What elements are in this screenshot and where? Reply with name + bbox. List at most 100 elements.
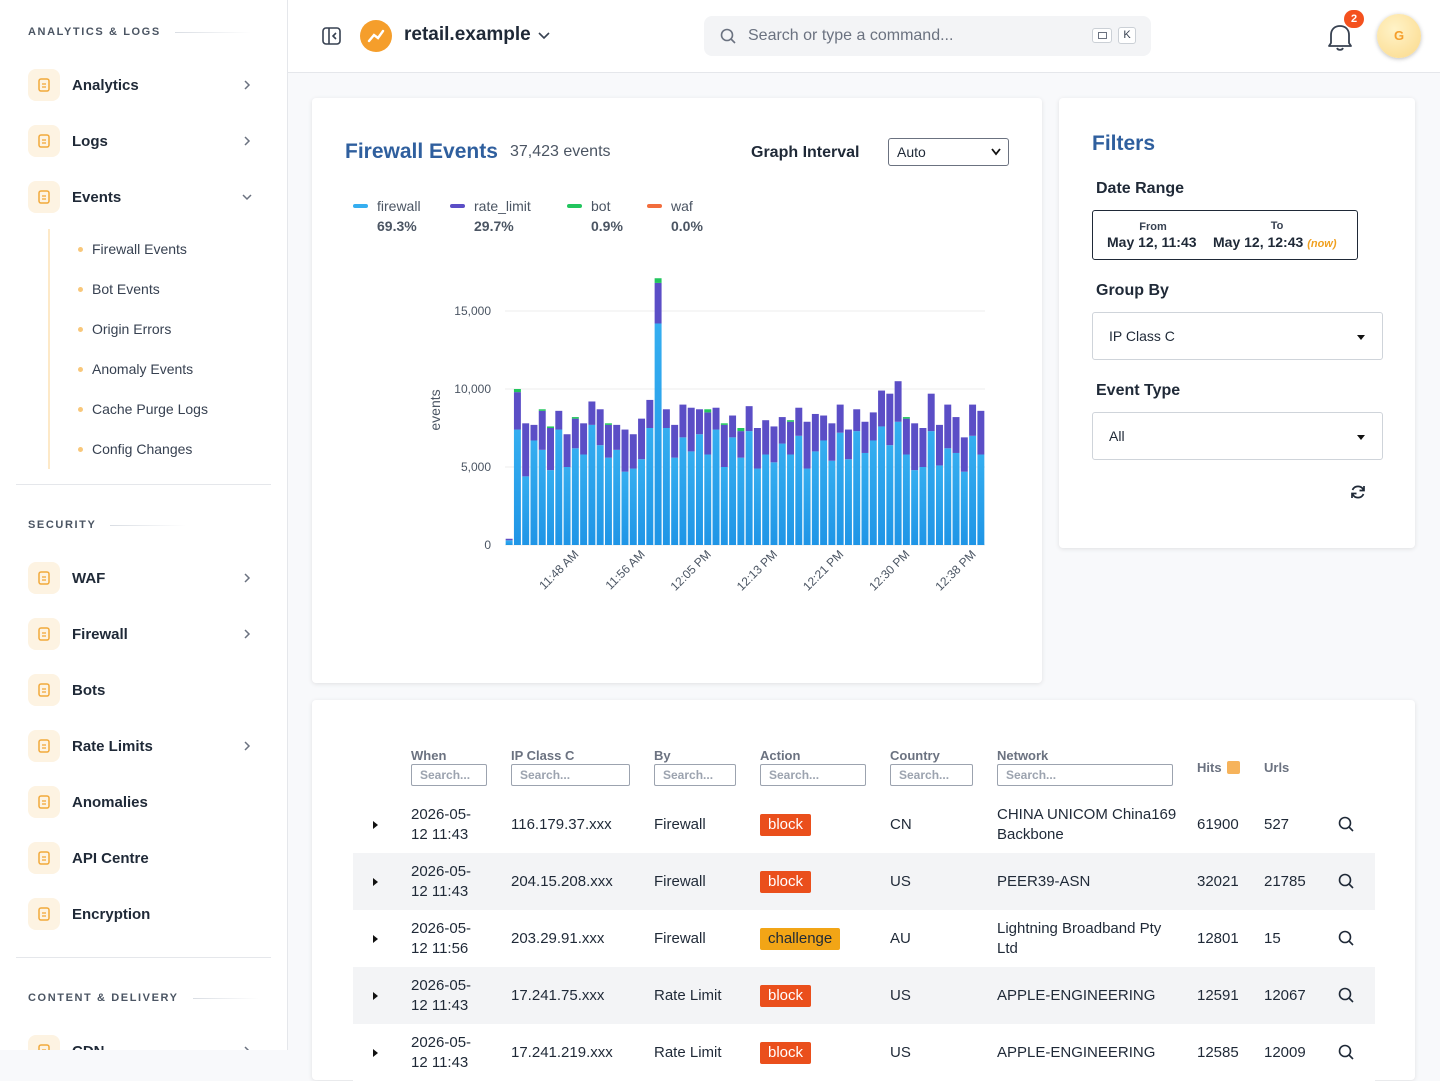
- event-type-label: Event Type: [1096, 382, 1181, 399]
- bar-segment: [762, 454, 770, 545]
- menu-label: Rate Limits: [72, 737, 153, 755]
- menu-item[interactable]: Firewall: [16, 606, 271, 662]
- group-by-label: Group By: [1096, 282, 1169, 299]
- to-note: (now): [1307, 238, 1337, 250]
- app: ANALYTICS & LOGS Analytics Logs Events Firew…: [0, 0, 1440, 1050]
- bar-segment: [621, 429, 629, 472]
- user-avatar[interactable]: G: [1377, 14, 1421, 58]
- from-value: May 12, 11:43: [1107, 234, 1197, 250]
- menu-icon: [28, 181, 60, 213]
- firewall-events-card: Firewall Events 37,423 events Graph Inte…: [312, 98, 1042, 683]
- menu-icon: [28, 125, 60, 157]
- legend-swatch: [353, 204, 368, 208]
- bar-segment: [513, 429, 521, 545]
- bar-segment: [936, 424, 943, 466]
- bar-segment: [737, 457, 745, 545]
- bar-segment: [538, 410, 546, 450]
- submenu-item[interactable]: Config Changes: [50, 429, 271, 469]
- menu-label: WAF: [72, 569, 106, 587]
- menu-item[interactable]: Analytics: [16, 57, 271, 113]
- bar-segment: [977, 454, 985, 545]
- bar-segment: [902, 454, 910, 545]
- menu-item[interactable]: Rate Limits: [16, 718, 271, 774]
- menu-glyph: [38, 683, 50, 697]
- collapse-sidebar-button[interactable]: [322, 27, 342, 45]
- interval-select[interactable]: Auto: [888, 138, 1009, 166]
- bar-segment: [547, 470, 554, 545]
- menu-chevron: [244, 629, 251, 639]
- menu-item[interactable]: API Centre: [16, 830, 271, 886]
- bar-segment: [770, 426, 778, 463]
- bar-segment: [770, 462, 778, 545]
- menu-item[interactable]: CDN: [16, 1023, 271, 1050]
- filters-title: Filters: [1092, 132, 1156, 155]
- section-title: CONTENT & DELIVERY: [28, 990, 259, 1006]
- bar-segment: [522, 476, 530, 545]
- bar-segment: [902, 418, 910, 455]
- legend-swatch: [450, 204, 465, 208]
- command-search[interactable]: Search or type a command... K: [704, 16, 1151, 56]
- menu-item[interactable]: Logs: [16, 113, 271, 169]
- bar-segment: [811, 451, 819, 545]
- submenu-item[interactable]: Anomaly Events: [50, 349, 271, 389]
- glyph-shape: [38, 78, 50, 92]
- section-title: ANALYTICS & LOGS: [28, 24, 259, 40]
- x-tick-label: 12:30 PM: [866, 547, 912, 593]
- legend-name: bot: [591, 198, 611, 214]
- bar-segment: [944, 448, 952, 545]
- chevron-shape: [244, 573, 251, 583]
- glyph-shape: [38, 190, 50, 204]
- legend-swatch: [647, 204, 662, 208]
- menu-item[interactable]: Encryption: [16, 886, 271, 942]
- bar-segment: [729, 415, 737, 438]
- bar-segment: [820, 440, 828, 545]
- menu-label: CDN: [72, 1043, 105, 1051]
- event-type-select[interactable]: All: [1092, 412, 1383, 460]
- bar-segment: [737, 431, 745, 458]
- menu-glyph: [38, 1044, 50, 1050]
- menu-item[interactable]: Bots: [16, 662, 271, 718]
- menu-item[interactable]: WAF: [16, 550, 271, 606]
- bar-segment: [927, 431, 935, 545]
- shortcut-modifier: [1092, 28, 1112, 43]
- bar-segment: [538, 449, 546, 545]
- bar-segment: [853, 409, 861, 432]
- menu-glyph: [38, 190, 50, 204]
- date-range-picker[interactable]: From May 12, 11:43 To May 12, 12:43 (now…: [1092, 210, 1358, 260]
- search-placeholder: Search or type a command...: [748, 27, 954, 44]
- glyph-shape: [38, 1044, 50, 1050]
- glyph-shape: [38, 795, 50, 809]
- bar-segment: [944, 404, 952, 449]
- y-tick-label: 0: [484, 538, 491, 552]
- group-by-select[interactable]: IP Class C: [1092, 312, 1383, 360]
- menu-label: Bots: [72, 681, 106, 699]
- submenu-item[interactable]: Cache Purge Logs: [50, 389, 271, 429]
- bar-segment: [737, 428, 745, 432]
- menu-label: Analytics: [72, 76, 139, 94]
- submenu-item[interactable]: Origin Errors: [50, 309, 271, 349]
- bar-segment: [960, 437, 968, 472]
- menu-glyph: [38, 78, 50, 92]
- menu-item[interactable]: Events: [16, 169, 271, 225]
- bar-segment: [638, 418, 646, 460]
- chevron-shape: [244, 1046, 250, 1050]
- refresh-button[interactable]: [1350, 484, 1366, 500]
- menu-label: Firewall: [72, 625, 128, 643]
- bar-segment: [787, 421, 794, 455]
- bar-segment: [820, 415, 828, 441]
- bar-segment: [712, 429, 720, 545]
- bar-segment: [563, 434, 571, 467]
- bar-segment: [828, 423, 836, 461]
- glyph-shape: [38, 739, 50, 753]
- submenu-item[interactable]: Firewall Events: [50, 229, 271, 269]
- bar-segment: [671, 424, 679, 458]
- bar-segment: [861, 421, 869, 453]
- bar-segment: [960, 471, 968, 545]
- menu-item[interactable]: Anomalies: [16, 774, 271, 830]
- bar-segment: [638, 459, 646, 545]
- events-chart: firewall 69.3% rate_limit 29.7% bot 0.9% waf 0.…: [353, 198, 985, 593]
- bar-segment: [936, 465, 943, 545]
- submenu-item[interactable]: Bot Events: [50, 269, 271, 309]
- site-switcher[interactable]: retail.example: [404, 24, 531, 45]
- notifications-button[interactable]: [1326, 22, 1354, 52]
